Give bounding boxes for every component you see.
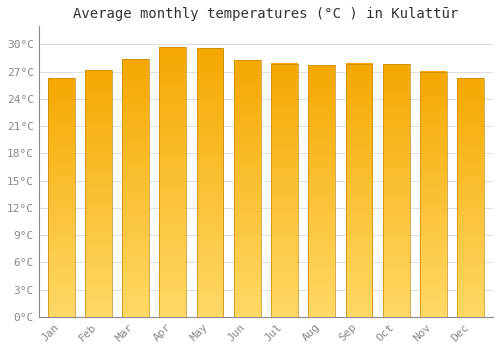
- Bar: [383, 64, 409, 317]
- Bar: [420, 72, 447, 317]
- Bar: [308, 65, 335, 317]
- Title: Average monthly temperatures (°C ) in Kulattūr: Average monthly temperatures (°C ) in Ku…: [74, 7, 458, 21]
- Bar: [160, 47, 186, 317]
- Bar: [48, 78, 74, 317]
- Bar: [234, 60, 260, 317]
- Bar: [271, 63, 298, 317]
- Bar: [196, 48, 224, 317]
- Bar: [85, 70, 112, 317]
- Bar: [458, 78, 484, 317]
- Bar: [122, 59, 149, 317]
- Bar: [346, 63, 372, 317]
